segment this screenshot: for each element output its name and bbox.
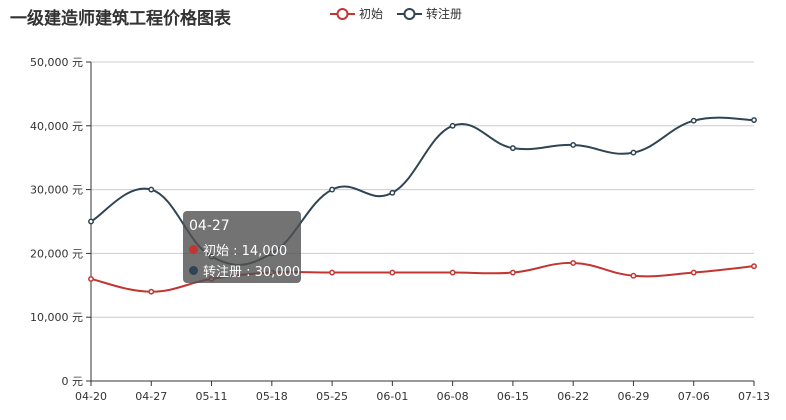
chart-title: 一级建造师建筑工程价格图表 [10, 9, 231, 29]
data-point-transfer [389, 189, 396, 196]
y-tick-label: 0 元 [62, 375, 84, 388]
x-tick-label: 05-25 [316, 390, 348, 403]
data-point-transfer [449, 122, 456, 129]
data-point-transfer [329, 186, 336, 193]
tooltip-value-transfer: 转注册 : 30,000 [203, 265, 301, 280]
legend-initial-icon [330, 7, 355, 20]
tooltip-row-initial: 初始 : 14,000 [189, 239, 301, 260]
tooltip: 04-27 初始 : 14,000 转注册 : 30,000 [183, 211, 301, 283]
data-point-transfer [148, 186, 155, 193]
x-tick-label: 06-29 [617, 390, 649, 403]
legend-transfer-icon [397, 7, 423, 20]
data-point-initial [88, 275, 94, 282]
data-point-transfer [570, 141, 577, 148]
x-tick-label: 07-13 [738, 390, 770, 403]
y-tick-label: 10,000 元 [30, 311, 83, 324]
data-point-transfer [751, 117, 757, 124]
data-point-transfer [690, 117, 697, 124]
data-point-initial [570, 260, 577, 266]
legend-item-initial[interactable]: 初始 [330, 5, 383, 22]
x-tick-label: 04-20 [75, 390, 107, 403]
data-point-initial [509, 269, 516, 276]
legend-label-initial: 初始 [359, 7, 384, 21]
y-tick-label: 30,000 元 [30, 184, 83, 197]
x-tick-label: 06-01 [376, 390, 408, 403]
y-tick-label: 20,000 元 [30, 247, 83, 260]
data-point-initial [148, 288, 155, 295]
data-point-transfer [88, 218, 94, 225]
tooltip-title: 04-27 [189, 218, 230, 234]
data-point-initial [329, 269, 336, 276]
x-tick-label: 06-22 [557, 390, 589, 403]
tooltip-value-initial: 初始 : 14,000 [203, 244, 288, 259]
tooltip-dot-initial [189, 245, 198, 254]
data-point-transfer [630, 149, 637, 156]
y-tick-label: 50,000 元 [30, 56, 83, 69]
data-point-initial [389, 269, 396, 276]
y-tick-label: 40,000 元 [30, 120, 83, 133]
data-point-initial [449, 269, 456, 276]
legend-label-transfer: 转注册 [426, 7, 463, 21]
data-point-initial [751, 263, 757, 270]
data-point-initial [690, 269, 697, 276]
tooltip-dot-transfer [189, 266, 198, 275]
x-tick-label: 06-08 [437, 390, 469, 403]
data-point-initial [630, 272, 637, 279]
x-tick-label: 06-15 [497, 390, 529, 403]
legend: 初始 转注册 [330, 5, 462, 22]
x-tick-label: 05-11 [196, 390, 228, 403]
tooltip-row-transfer: 转注册 : 30,000 [189, 260, 301, 281]
legend-item-transfer[interactable]: 转注册 [397, 5, 462, 22]
x-tick-label: 04-27 [135, 390, 167, 403]
x-tick-label: 07-06 [678, 390, 710, 403]
data-point-transfer [509, 145, 516, 152]
x-tick-label: 05-18 [256, 390, 288, 403]
